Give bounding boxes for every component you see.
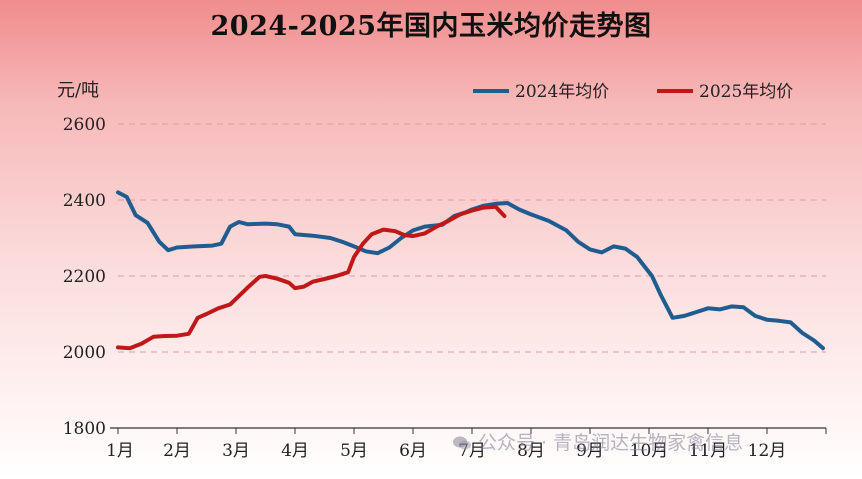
wechat-icon (453, 436, 471, 450)
x-tick-label: 2月 (163, 441, 191, 461)
x-tick-label: 11月 (689, 441, 728, 461)
x-tick-label: 3月 (222, 441, 250, 461)
watermark-text: 公众号 · 青岛润达生物家禽信息 (478, 432, 744, 454)
y-tick-label: 2000 (63, 343, 106, 363)
x-tick-label: 5月 (340, 441, 368, 461)
chart-title: 2024-2025年国内玉米均价走势图 (210, 11, 652, 42)
y-tick-label: 2600 (63, 115, 106, 135)
x-tick-label: 8月 (517, 441, 545, 461)
y-tick-label: 2400 (63, 191, 106, 211)
y-tick-label: 2200 (63, 267, 106, 287)
x-tick-label: 1月 (106, 441, 134, 461)
y-axis-unit-label: 元/吨 (57, 80, 99, 101)
x-tick-label: 10月 (630, 441, 669, 461)
x-tick-label: 4月 (281, 441, 309, 461)
y-tick-label: 1800 (63, 419, 106, 439)
legend-label: 2024年均价 (515, 82, 609, 102)
series-line-2024 (116, 190, 825, 351)
x-tick-label: 9月 (576, 441, 604, 461)
x-tick-label: 6月 (399, 441, 427, 461)
x-tick-label: 12月 (748, 441, 787, 461)
series-line-2025 (116, 204, 507, 351)
legend-label: 2025年均价 (699, 82, 793, 102)
grid-layer (118, 123, 826, 353)
series-layer (116, 190, 825, 351)
legend: 2024年均价 2025年均价 (473, 82, 793, 102)
watermark: 公众号 · 青岛润达生物家禽信息 (452, 428, 743, 455)
